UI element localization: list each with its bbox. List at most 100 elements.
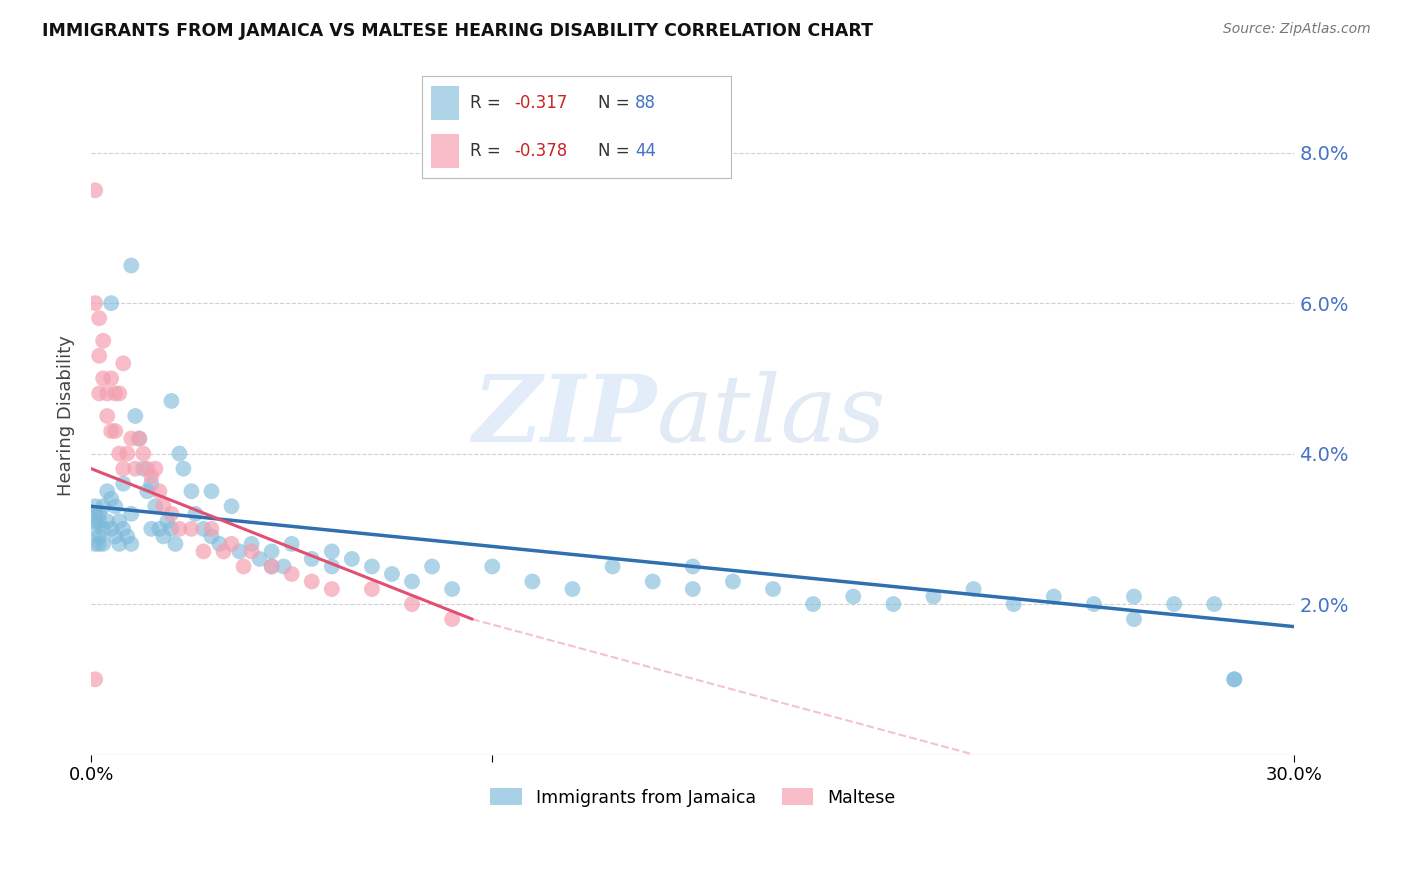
Point (321, 544, 343, 558)
Point (160, 507, 183, 521)
Point (249, 552, 271, 566)
Point (221, 537, 243, 551)
Point (108, 537, 131, 551)
Point (96, 514, 118, 528)
Text: atlas: atlas (657, 371, 886, 461)
Point (721, 574, 744, 589)
Point (842, 590, 865, 604)
Point (340, 552, 363, 566)
Point (141, 469, 163, 483)
Point (260, 544, 283, 558)
Point (104, 386, 127, 401)
Point (84, 183, 107, 197)
Point (84, 514, 107, 528)
Point (273, 559, 295, 574)
Point (922, 590, 945, 604)
Bar (432, 87, 458, 120)
Point (152, 500, 174, 514)
Point (112, 461, 135, 475)
Point (962, 582, 984, 596)
Point (120, 507, 142, 521)
Point (124, 409, 146, 423)
Point (91, 522, 114, 536)
Point (148, 484, 170, 499)
Point (169, 522, 191, 536)
Point (1223, 673, 1246, 687)
Point (152, 529, 174, 543)
Point (321, 559, 343, 574)
Point (112, 356, 135, 370)
Point (481, 559, 503, 574)
Point (228, 544, 250, 558)
Point (240, 537, 263, 551)
Point (100, 491, 122, 506)
Text: IMMIGRANTS FROM JAMAICA VS MALTESE HEARING DISABILITY CORRELATION CHART: IMMIGRANTS FROM JAMAICA VS MALTESE HEARI… (42, 22, 873, 40)
Point (108, 447, 131, 461)
Point (100, 371, 122, 385)
Point (160, 522, 183, 536)
Point (143, 461, 166, 475)
Point (89, 537, 111, 551)
Point (136, 461, 159, 475)
Text: -0.378: -0.378 (515, 142, 568, 161)
Point (112, 476, 135, 491)
Point (401, 597, 423, 611)
Point (240, 544, 263, 558)
Point (156, 514, 179, 528)
Point (602, 559, 624, 574)
Point (91, 334, 114, 348)
Point (184, 507, 207, 521)
Point (96, 409, 118, 423)
Point (120, 537, 142, 551)
Y-axis label: Hearing Disability: Hearing Disability (58, 335, 75, 497)
Point (260, 559, 283, 574)
Point (91, 500, 114, 514)
Point (641, 574, 664, 589)
Point (280, 537, 302, 551)
Point (112, 522, 135, 536)
Text: N =: N = (598, 94, 636, 112)
Point (1083, 597, 1105, 611)
Point (180, 522, 202, 536)
Point (762, 582, 785, 596)
Point (280, 566, 302, 581)
Point (169, 447, 191, 461)
Point (100, 522, 122, 536)
Point (682, 582, 704, 596)
Point (108, 386, 131, 401)
Point (84, 507, 107, 521)
Point (104, 424, 127, 438)
Point (200, 484, 222, 499)
Point (682, 559, 704, 574)
Point (522, 574, 544, 589)
Point (381, 566, 404, 581)
Point (441, 582, 464, 596)
Point (148, 522, 170, 536)
Point (89, 514, 111, 528)
Point (193, 544, 215, 558)
Point (141, 522, 163, 536)
Point (84, 673, 107, 687)
Point (141, 476, 163, 491)
Point (232, 559, 254, 574)
Text: R =: R = (470, 94, 506, 112)
Text: N =: N = (598, 142, 636, 161)
Point (96, 484, 118, 499)
Point (117, 529, 139, 543)
Point (91, 371, 114, 385)
Point (128, 432, 150, 446)
Point (180, 484, 202, 499)
Point (1002, 597, 1025, 611)
Point (104, 529, 127, 543)
Point (1163, 597, 1185, 611)
Point (361, 582, 384, 596)
Point (120, 432, 142, 446)
Text: 44: 44 (636, 142, 657, 161)
Point (301, 574, 323, 589)
Legend: Immigrants from Jamaica, Maltese: Immigrants from Jamaica, Maltese (484, 781, 903, 814)
Point (128, 432, 150, 446)
Point (132, 447, 155, 461)
Point (89, 529, 111, 543)
Point (89, 507, 111, 521)
Point (200, 529, 222, 543)
